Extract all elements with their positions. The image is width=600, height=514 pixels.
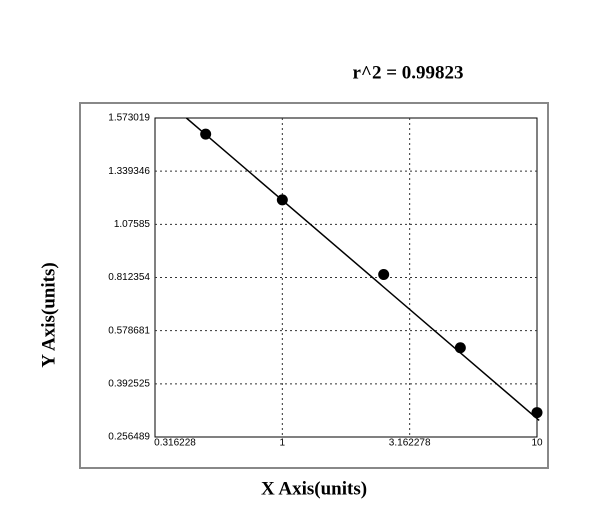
chart-title: r^2 = 0.99823 (352, 62, 463, 83)
y-tick-label: 1.339346 (108, 166, 150, 177)
y-axis-label: Y Axis(units) (38, 262, 59, 367)
y-tick-label: 0.256489 (108, 432, 150, 443)
x-axis-label: X Axis(units) (261, 478, 367, 499)
data-point (200, 128, 212, 140)
y-tick-label: 0.812354 (108, 272, 150, 283)
x-tick-label: 3.162278 (389, 438, 431, 449)
x-tick-label: 10 (531, 438, 543, 449)
y-tick-label: 0.578681 (108, 325, 150, 336)
data-point (531, 407, 543, 419)
fit-line (185, 117, 540, 421)
y-tick-label: 0.392525 (108, 378, 150, 389)
data-point (454, 342, 466, 354)
y-tick-label: 1.573019 (108, 113, 150, 124)
data-point (378, 269, 390, 281)
y-tick-label: 1.07585 (114, 219, 151, 230)
data-point (276, 194, 288, 206)
x-tick-label: 1 (280, 438, 286, 449)
x-tick-label: 0.316228 (154, 438, 196, 449)
chart-frame (79, 102, 549, 469)
